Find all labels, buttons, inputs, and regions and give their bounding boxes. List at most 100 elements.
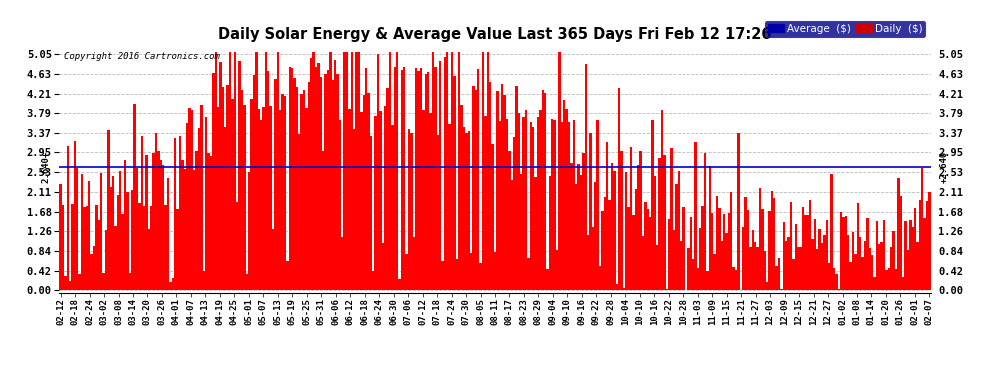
Bar [362, 95, 365, 290]
Bar [437, 135, 439, 290]
Bar [179, 136, 181, 290]
Bar [530, 122, 532, 290]
Bar [644, 202, 646, 290]
Bar [418, 71, 420, 290]
Bar [267, 71, 269, 290]
Bar [357, 52, 360, 290]
Bar [477, 69, 479, 290]
Text: +2.640: +2.640 [940, 151, 948, 183]
Bar [716, 196, 718, 290]
Bar [353, 129, 355, 290]
Bar [379, 111, 381, 290]
Bar [668, 219, 670, 290]
Bar [344, 52, 346, 290]
Bar [117, 195, 119, 290]
Bar [107, 130, 110, 290]
Bar [195, 151, 198, 290]
Bar [71, 204, 73, 290]
Bar [520, 174, 523, 290]
Bar [332, 80, 334, 290]
Bar [542, 90, 544, 290]
Bar [212, 73, 215, 290]
Bar [883, 220, 885, 290]
Bar [159, 160, 162, 290]
Bar [863, 242, 866, 290]
Bar [296, 87, 298, 290]
Bar [162, 165, 164, 290]
Bar [604, 197, 606, 290]
Bar [386, 88, 389, 290]
Bar [360, 112, 362, 290]
Bar [799, 247, 802, 290]
Bar [348, 109, 350, 290]
Bar [568, 122, 570, 290]
Bar [553, 120, 555, 290]
Bar [496, 92, 499, 290]
Bar [924, 217, 926, 290]
Bar [276, 52, 279, 290]
Bar [555, 250, 558, 290]
Bar [503, 95, 506, 290]
Bar [697, 267, 699, 290]
Bar [859, 237, 861, 290]
Bar [618, 88, 621, 290]
Bar [851, 232, 854, 290]
Bar [408, 129, 410, 290]
Bar [718, 207, 721, 290]
Bar [410, 133, 413, 290]
Bar [609, 200, 611, 290]
Bar [350, 52, 353, 290]
Bar [861, 257, 863, 290]
Bar [298, 134, 301, 290]
Bar [746, 210, 749, 290]
Bar [780, 288, 783, 290]
Bar [122, 213, 124, 290]
Bar [365, 68, 367, 290]
Bar [749, 247, 751, 290]
Bar [406, 254, 408, 290]
Title: Daily Solar Energy & Average Value Last 365 Days Fri Feb 12 17:26: Daily Solar Energy & Average Value Last … [218, 27, 772, 42]
Bar [255, 52, 257, 290]
Bar [551, 118, 553, 290]
Bar [909, 220, 912, 290]
Bar [902, 277, 904, 290]
Bar [286, 261, 288, 290]
Bar [754, 242, 756, 290]
Bar [926, 201, 929, 290]
Bar [93, 246, 95, 290]
Bar [329, 52, 332, 290]
Bar [166, 178, 169, 290]
Bar [677, 171, 680, 290]
Bar [694, 142, 697, 290]
Bar [689, 217, 692, 290]
Bar [460, 105, 462, 290]
Bar [183, 169, 186, 290]
Bar [95, 205, 98, 290]
Bar [81, 174, 83, 290]
Bar [334, 60, 337, 290]
Bar [200, 105, 203, 290]
Bar [726, 233, 728, 290]
Bar [372, 271, 374, 290]
Bar [501, 84, 503, 290]
Bar [528, 258, 530, 290]
Bar [895, 269, 897, 290]
Bar [284, 96, 286, 290]
Bar [301, 93, 303, 290]
Bar [532, 127, 535, 290]
Bar [525, 110, 528, 290]
Bar [69, 281, 71, 290]
Bar [148, 229, 150, 290]
Bar [873, 277, 876, 290]
Bar [570, 163, 572, 290]
Bar [453, 76, 455, 290]
Bar [795, 224, 797, 290]
Bar [751, 231, 754, 290]
Bar [217, 107, 220, 290]
Bar [868, 248, 871, 290]
Bar [250, 99, 252, 290]
Bar [482, 52, 484, 290]
Bar [885, 270, 888, 290]
Bar [341, 237, 344, 290]
Bar [900, 196, 902, 290]
